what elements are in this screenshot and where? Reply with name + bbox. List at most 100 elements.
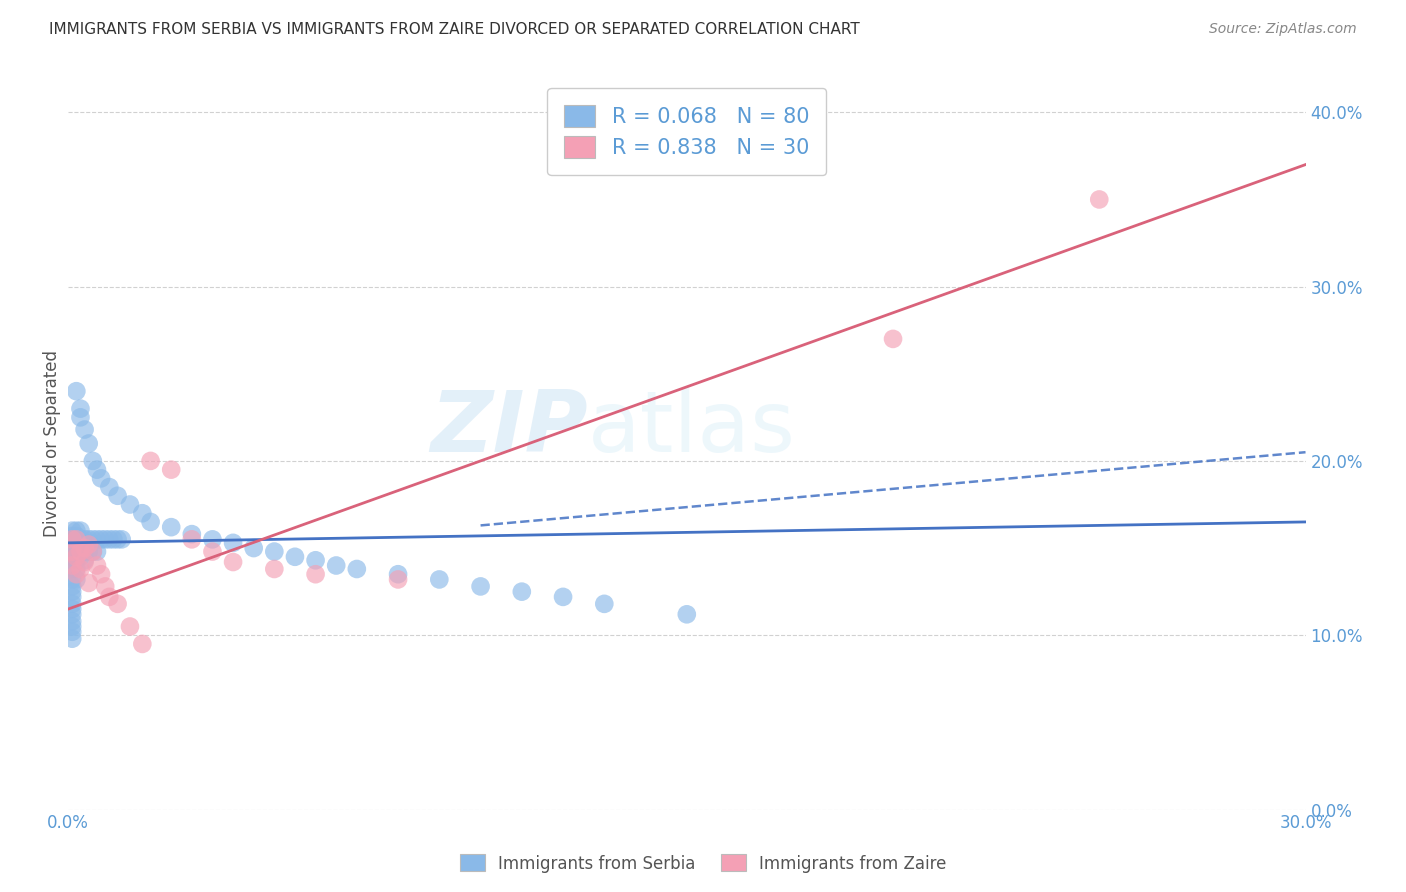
Point — [60, 632, 83, 646]
Point — [73, 555, 96, 569]
Point — [82, 533, 104, 547]
Point — [160, 520, 183, 534]
Point — [69, 538, 91, 552]
Point — [60, 590, 83, 604]
Point — [551, 590, 574, 604]
Point — [65, 562, 87, 576]
Point — [111, 533, 134, 547]
Legend: R = 0.068   N = 80, R = 0.838   N = 30: R = 0.068 N = 80, R = 0.838 N = 30 — [547, 87, 827, 175]
Point — [304, 553, 326, 567]
Legend: Immigrants from Serbia, Immigrants from Zaire: Immigrants from Serbia, Immigrants from … — [453, 847, 953, 880]
Point — [222, 555, 245, 569]
Point — [882, 332, 904, 346]
Point — [73, 553, 96, 567]
Text: IMMIGRANTS FROM SERBIA VS IMMIGRANTS FROM ZAIRE DIVORCED OR SEPARATED CORRELATIO: IMMIGRANTS FROM SERBIA VS IMMIGRANTS FRO… — [49, 22, 860, 37]
Point — [60, 544, 83, 558]
Point — [94, 533, 117, 547]
Point — [73, 533, 96, 547]
Point — [60, 541, 83, 555]
Point — [60, 544, 83, 558]
Point — [131, 506, 153, 520]
Point — [60, 558, 83, 573]
Point — [90, 567, 112, 582]
Point — [90, 471, 112, 485]
Point — [263, 562, 285, 576]
Point — [593, 597, 616, 611]
Point — [73, 544, 96, 558]
Point — [60, 549, 83, 564]
Point — [60, 579, 83, 593]
Point — [107, 533, 129, 547]
Point — [60, 619, 83, 633]
Point — [387, 573, 409, 587]
Point — [82, 544, 104, 558]
Point — [77, 544, 100, 558]
Point — [60, 597, 83, 611]
Point — [107, 489, 129, 503]
Point — [510, 584, 533, 599]
Point — [90, 533, 112, 547]
Point — [60, 529, 83, 543]
Point — [60, 615, 83, 629]
Point — [427, 573, 450, 587]
Point — [180, 533, 202, 547]
Point — [60, 573, 83, 587]
Point — [65, 384, 87, 399]
Point — [160, 462, 183, 476]
Point — [98, 590, 121, 604]
Point — [103, 533, 125, 547]
Point — [470, 579, 492, 593]
Point — [65, 529, 87, 543]
Point — [346, 562, 368, 576]
Point — [65, 567, 87, 582]
Point — [98, 533, 121, 547]
Point — [675, 607, 697, 622]
Point — [94, 579, 117, 593]
Point — [107, 597, 129, 611]
Point — [86, 533, 108, 547]
Point — [65, 524, 87, 538]
Point — [180, 527, 202, 541]
Point — [65, 538, 87, 552]
Point — [139, 515, 162, 529]
Point — [69, 562, 91, 576]
Point — [69, 549, 91, 564]
Point — [86, 558, 108, 573]
Point — [69, 410, 91, 425]
Point — [65, 541, 87, 555]
Text: ZIP: ZIP — [430, 387, 588, 470]
Point — [65, 553, 87, 567]
Point — [77, 576, 100, 591]
Point — [65, 533, 87, 547]
Point — [69, 524, 91, 538]
Point — [1088, 193, 1111, 207]
Point — [118, 619, 141, 633]
Point — [73, 423, 96, 437]
Point — [60, 538, 83, 552]
Point — [98, 480, 121, 494]
Point — [86, 462, 108, 476]
Point — [263, 544, 285, 558]
Point — [60, 533, 83, 547]
Point — [60, 533, 83, 547]
Point — [387, 567, 409, 582]
Point — [242, 541, 264, 555]
Point — [65, 549, 87, 564]
Point — [60, 607, 83, 622]
Point — [77, 436, 100, 450]
Point — [60, 562, 83, 576]
Point — [222, 536, 245, 550]
Text: Source: ZipAtlas.com: Source: ZipAtlas.com — [1209, 22, 1357, 37]
Point — [325, 558, 347, 573]
Point — [201, 533, 224, 547]
Point — [118, 498, 141, 512]
Point — [69, 544, 91, 558]
Point — [284, 549, 307, 564]
Point — [60, 524, 83, 538]
Point — [69, 533, 91, 547]
Point — [65, 533, 87, 547]
Point — [201, 544, 224, 558]
Point — [77, 538, 100, 552]
Point — [65, 549, 87, 564]
Point — [60, 602, 83, 616]
